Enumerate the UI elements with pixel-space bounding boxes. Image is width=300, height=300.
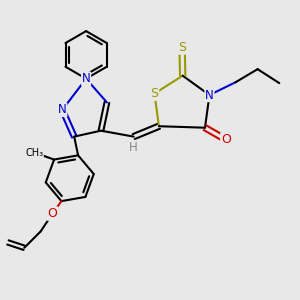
Text: CH₃: CH₃ <box>25 148 43 158</box>
Text: S: S <box>151 87 158 100</box>
Text: N: N <box>205 88 214 101</box>
Text: H: H <box>129 140 137 154</box>
Text: O: O <box>221 133 231 146</box>
Text: N: N <box>82 72 91 85</box>
Text: N: N <box>58 103 67 116</box>
Text: S: S <box>178 41 186 54</box>
Text: O: O <box>48 207 57 220</box>
